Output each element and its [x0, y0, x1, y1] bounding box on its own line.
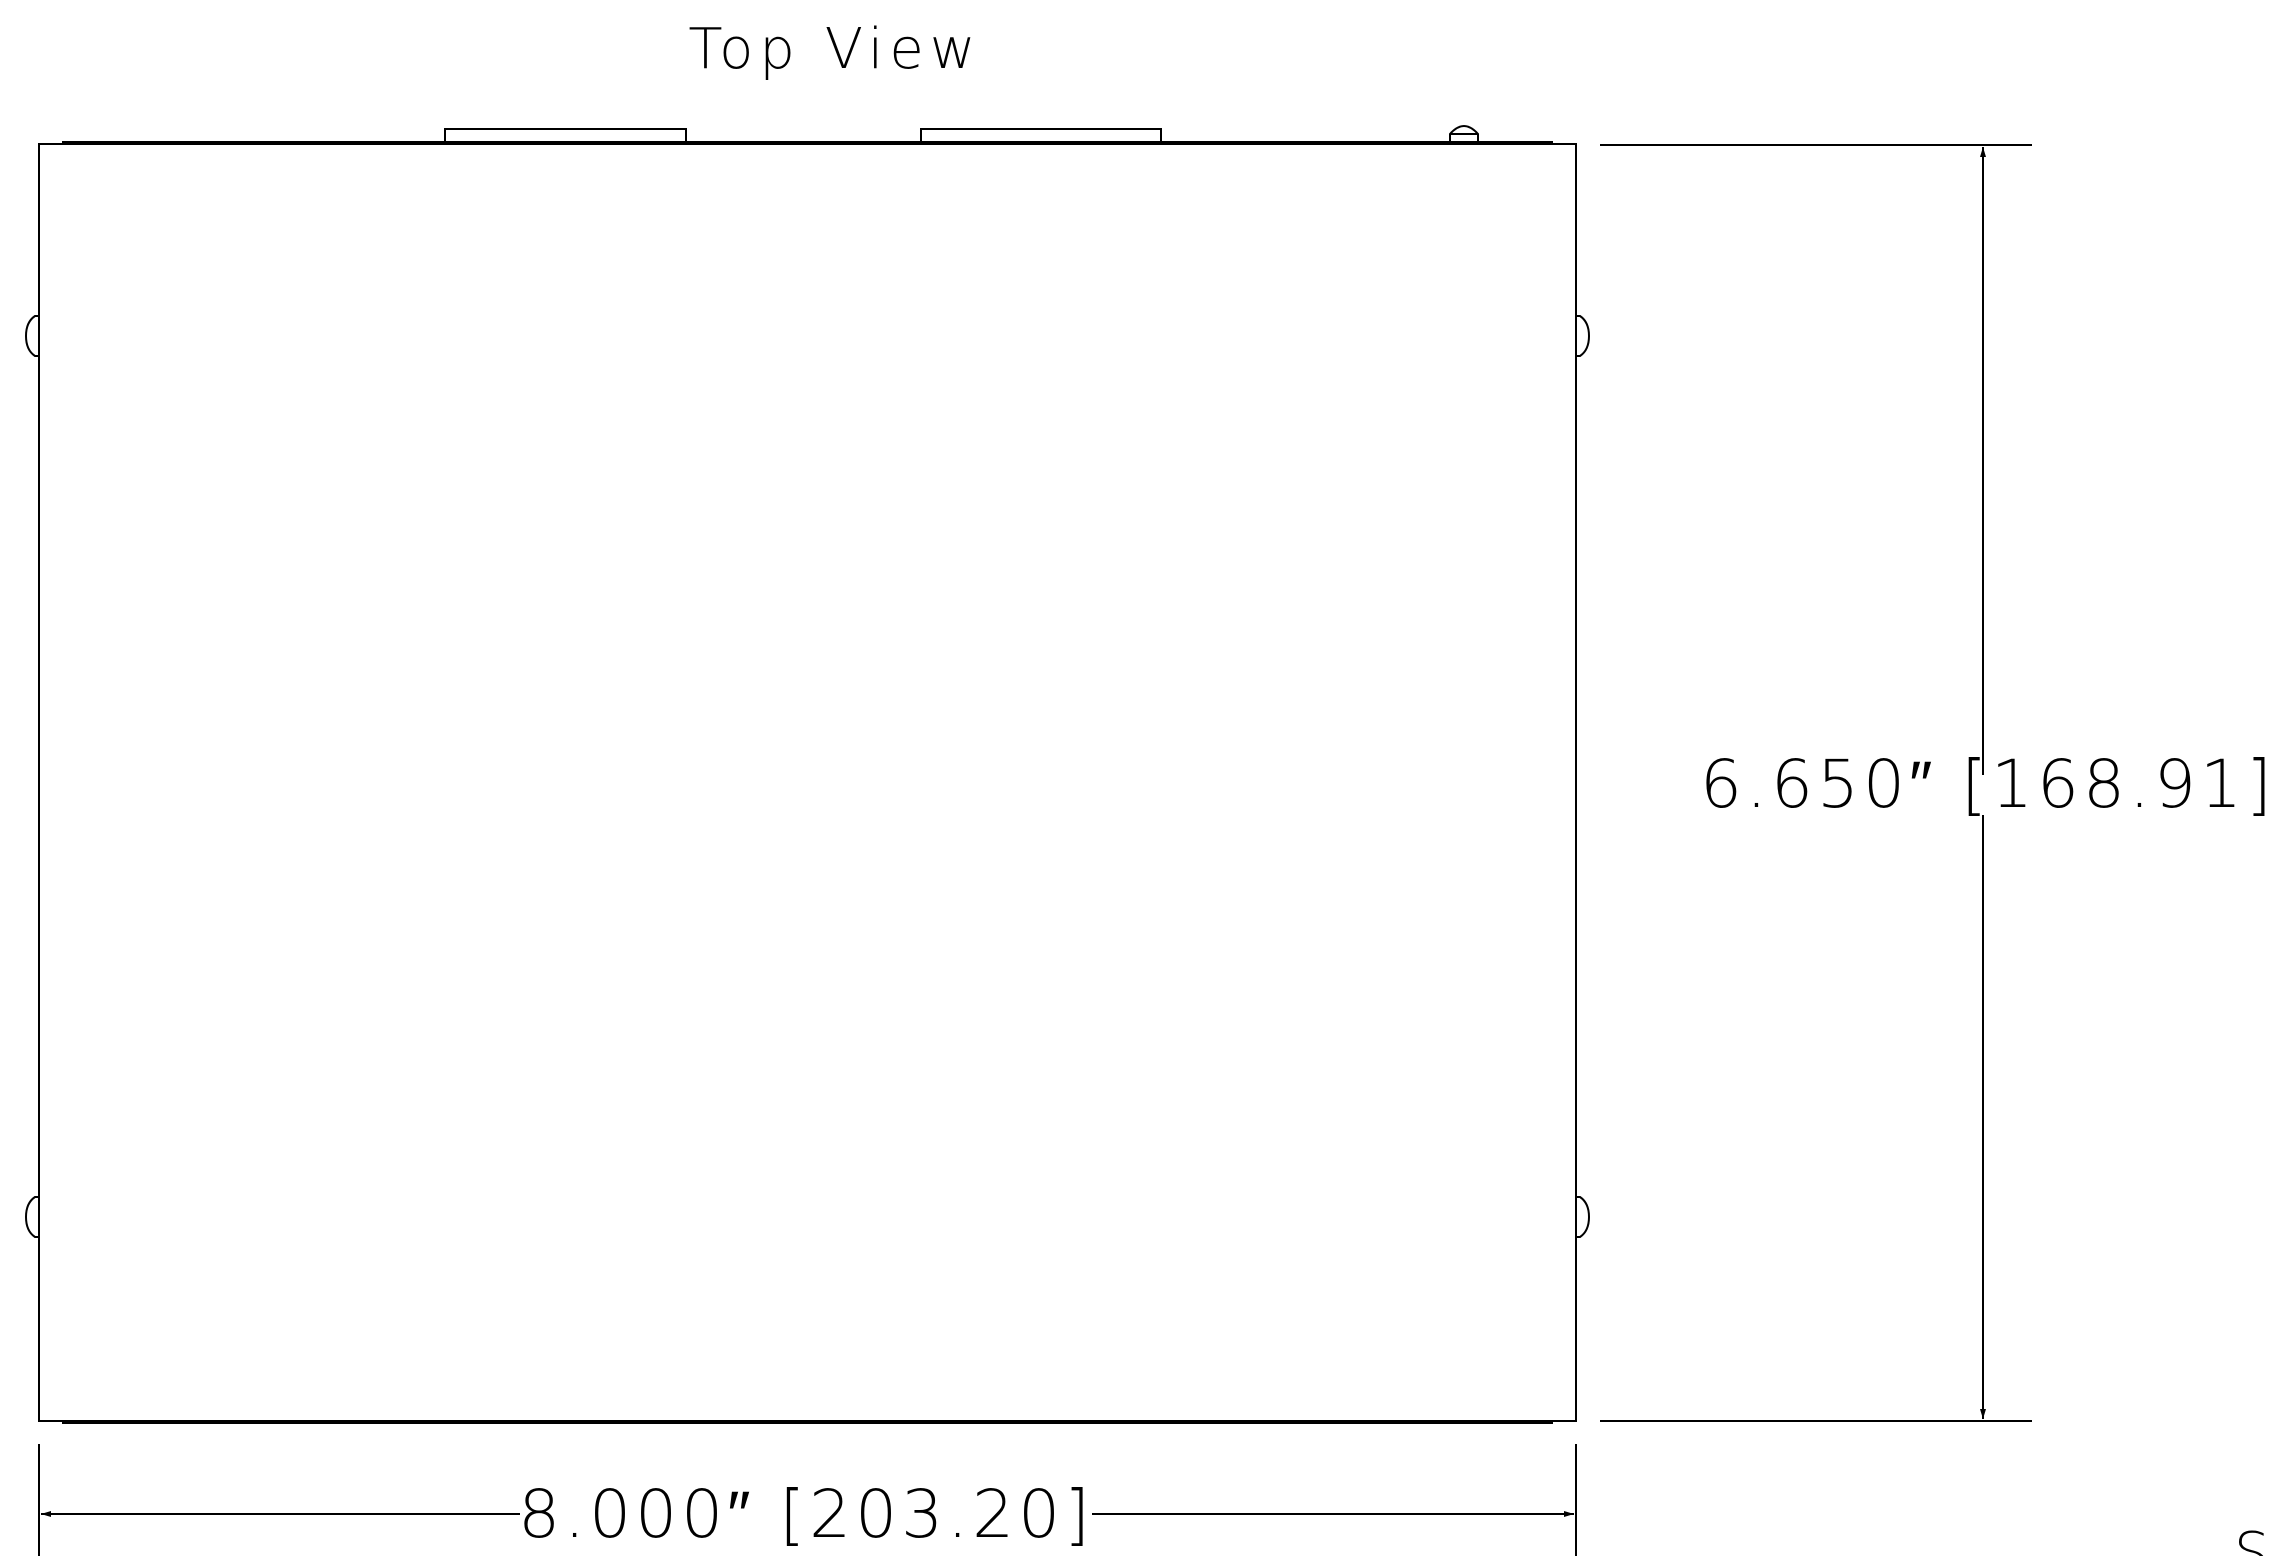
- next-view-title-partial: Si: [2234, 1521, 2280, 1556]
- height-dimension: [1600, 144, 2032, 1422]
- top-connectors: [444, 125, 1479, 144]
- width-dimension: [38, 1444, 1577, 1556]
- height-dimension-label: 6.650″ [168.91]: [1700, 746, 2276, 823]
- top-connector-right: [920, 128, 1162, 144]
- mounting-tab-right-upper: [1576, 315, 1591, 357]
- width-dimension-label: 8.000″ [203.20]: [518, 1476, 1094, 1553]
- enclosure-outline: [38, 141, 1577, 1424]
- mounting-tabs: [24, 315, 1591, 1238]
- mounting-tab-left-lower: [24, 1196, 39, 1238]
- mounting-tab-right-lower: [1576, 1196, 1591, 1238]
- top-connector-left: [444, 128, 687, 144]
- view-title: Top View: [688, 17, 981, 82]
- mounting-tab-left-upper: [24, 315, 39, 357]
